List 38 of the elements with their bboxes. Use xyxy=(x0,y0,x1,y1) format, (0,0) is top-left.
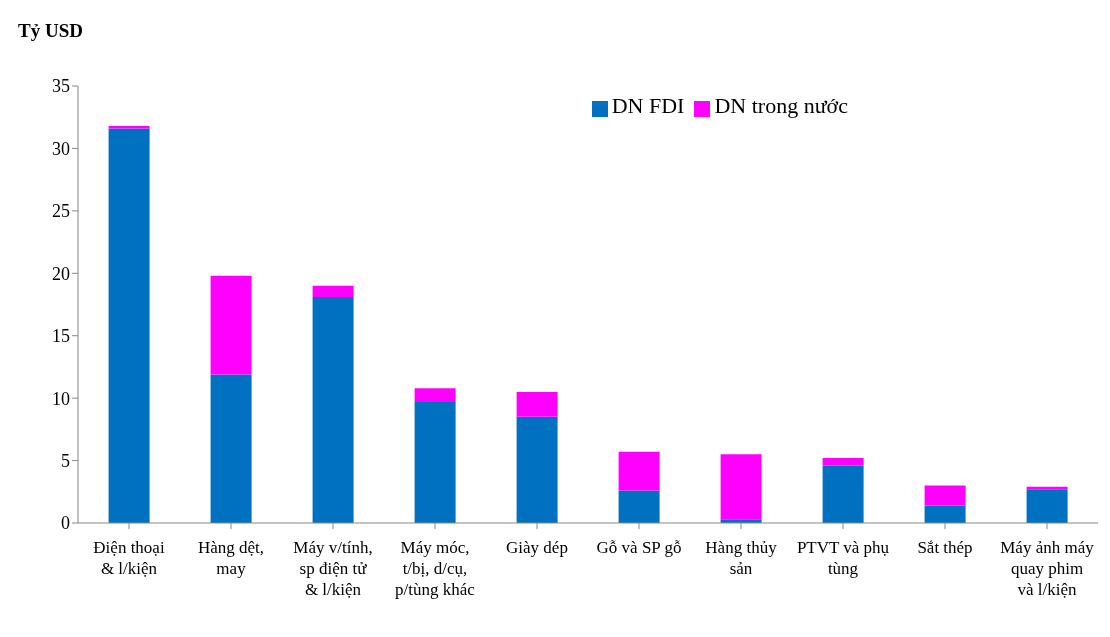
x-tick-label: Máy v/tính, sp điện tử & l/kiện xyxy=(293,538,373,599)
y-tick-label: 30 xyxy=(52,138,70,159)
x-tick-label: Máy móc, t/bị, d/cụ, p/tùng khác xyxy=(395,538,476,599)
y-tick-label: 0 xyxy=(61,513,70,534)
x-tick-label: PTVT và phụ tùng xyxy=(796,538,890,578)
bar xyxy=(1026,489,1068,523)
y-axis-title: Tỷ USD xyxy=(18,20,83,42)
x-tick-label: Giày dép xyxy=(506,538,568,557)
bar xyxy=(822,458,864,466)
bar xyxy=(618,490,660,523)
y-tick-label: 10 xyxy=(52,388,70,409)
y-tick-label: 15 xyxy=(52,326,70,347)
bar xyxy=(210,275,252,375)
y-tick-label: 35 xyxy=(52,76,70,97)
x-tick-label: Hàng dệt, may xyxy=(197,538,265,578)
bar xyxy=(516,391,558,417)
bar xyxy=(516,416,558,523)
x-tick-label: Máy ảnh máy quay phim và l/kiện xyxy=(1000,538,1095,599)
y-tick-label: 20 xyxy=(52,263,70,284)
bar xyxy=(414,401,456,523)
bar xyxy=(312,285,354,298)
legend-label: DN FDI xyxy=(611,93,685,118)
bar xyxy=(822,465,864,523)
y-tick-label: 25 xyxy=(52,201,70,222)
bar xyxy=(414,388,456,402)
bar xyxy=(210,374,252,523)
bar xyxy=(618,451,660,491)
x-tick-label: Gỗ và SP gỗ xyxy=(596,538,682,557)
y-tick-label: 5 xyxy=(61,450,70,471)
bar xyxy=(720,454,762,520)
bar xyxy=(108,128,150,523)
legend-label: DN trong nước xyxy=(714,93,848,118)
x-tick-label: Hàng thủy sản xyxy=(705,538,778,578)
bar xyxy=(312,297,354,523)
bar xyxy=(924,485,966,506)
x-tick-label: Điện thoại & l/kiện xyxy=(93,538,165,578)
bar xyxy=(924,505,966,523)
x-tick-label: Sắt thép xyxy=(917,538,973,557)
